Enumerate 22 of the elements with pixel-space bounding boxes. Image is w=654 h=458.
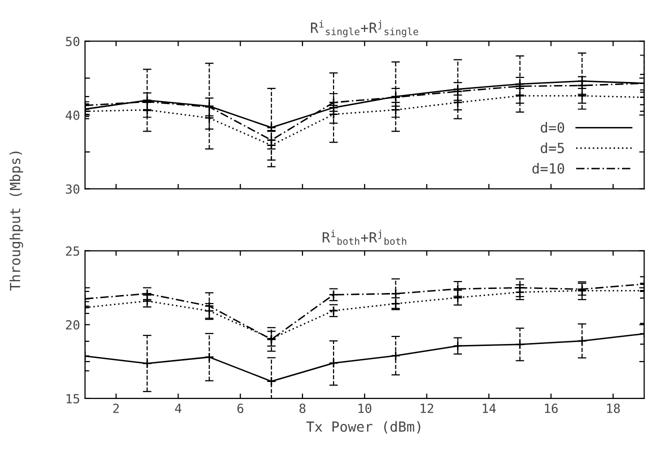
chart-title: R$^{i}$$_{both}$+R$^{j}$$_{both}$ (322, 230, 406, 245)
chart-title: R$^{i}$$_{single}$+R$^{j}$$_{single}$ (310, 20, 418, 38)
y-tick-label: 40 (66, 110, 80, 120)
x-tick-label: 2 (113, 404, 119, 413)
x-tick-label: 8 (300, 404, 306, 414)
x-tick-label: 10 (358, 404, 372, 414)
x-tick-label: 4 (175, 404, 182, 413)
y-axis-title: Throughput (Mbps) (10, 152, 24, 291)
y-tick-label: 25 (66, 246, 80, 256)
x-tick-label: 14 (482, 404, 496, 413)
x-tick-label: 12 (420, 404, 434, 413)
y-tick-label: 50 (66, 36, 80, 46)
legend-label: d=5 (540, 142, 564, 154)
y-tick-label: 15 (66, 394, 80, 404)
x-tick-label: 16 (544, 404, 558, 414)
legend-label: d=10 (532, 162, 564, 174)
legend-label: d=0 (540, 122, 564, 133)
x-axis-title: Tx Power (dBm) (306, 421, 420, 434)
y-tick-label: 30 (66, 184, 80, 194)
y-tick-label: 20 (66, 320, 80, 330)
x-tick-label: 6 (237, 404, 244, 414)
x-tick-label: 18 (607, 404, 620, 414)
